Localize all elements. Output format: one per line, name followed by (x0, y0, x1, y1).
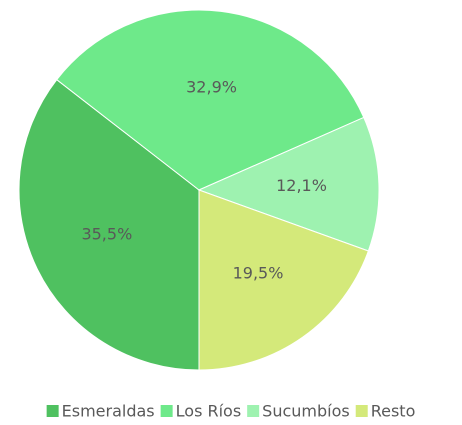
pie-slice (198, 189, 369, 371)
data-label: 12,1% (276, 176, 327, 195)
data-label: 35,5% (81, 225, 132, 244)
legend-swatch (160, 405, 173, 417)
pie-slice (18, 78, 200, 371)
legend-label: Esmeraldas (62, 402, 155, 421)
legend-swatch (247, 405, 260, 417)
legend-label: Sucumbíos (262, 402, 350, 421)
data-label: 32,9% (186, 78, 237, 97)
legend-label: Resto (371, 402, 416, 421)
pie-slice (197, 116, 380, 252)
legend-swatch (46, 405, 59, 417)
legend-label: Los Ríos (176, 402, 242, 421)
pie-slice (56, 9, 365, 191)
legend-swatch (355, 405, 368, 417)
data-label: 19,5% (233, 263, 284, 282)
